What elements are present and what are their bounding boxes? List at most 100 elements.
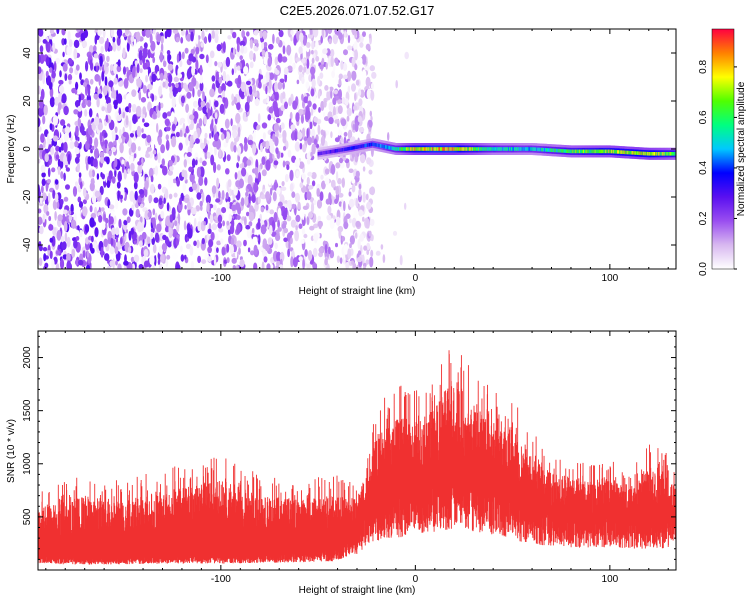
noise-speckle xyxy=(180,37,184,44)
noise-speckle xyxy=(185,243,192,250)
signal-core xyxy=(452,147,455,151)
noise-speckle xyxy=(80,181,83,190)
signal-core xyxy=(562,149,565,153)
signal-core xyxy=(629,150,632,155)
noise-speckle xyxy=(44,262,49,269)
noise-speckle xyxy=(58,85,65,94)
noise-speckle xyxy=(94,35,98,45)
signal-core xyxy=(443,147,446,151)
noise-speckle xyxy=(287,149,292,158)
noise-speckle xyxy=(160,42,164,52)
noise-speckle xyxy=(151,237,155,245)
signal-core xyxy=(507,147,509,151)
noise-speckle xyxy=(370,249,374,257)
noise-speckle xyxy=(55,145,60,152)
signal-core xyxy=(441,147,443,151)
noise-speckle xyxy=(215,138,221,150)
noise-speckle xyxy=(298,108,304,116)
noise-speckle xyxy=(153,197,159,204)
noise-speckle xyxy=(151,73,157,82)
noise-speckle xyxy=(249,61,254,69)
noise-speckle xyxy=(267,57,272,67)
noise-speckle xyxy=(74,259,80,266)
noise-speckle xyxy=(355,170,360,178)
noise-speckle xyxy=(160,35,164,44)
noise-speckle xyxy=(130,227,134,235)
signal-core xyxy=(341,148,344,152)
noise-speckle xyxy=(100,246,104,258)
noise-speckle xyxy=(233,184,238,196)
noise-speckle xyxy=(218,76,223,84)
noise-speckle xyxy=(187,227,193,239)
noise-speckle xyxy=(158,263,163,269)
noise-speckle xyxy=(188,82,194,92)
signal-core xyxy=(386,145,389,149)
spectrogram-y-axis-label: Frequency (Hz) xyxy=(6,115,17,184)
noise-speckle xyxy=(172,29,179,34)
noise-speckle xyxy=(106,55,110,63)
noise-speckle xyxy=(173,76,180,83)
noise-speckle xyxy=(130,162,135,172)
signal-core xyxy=(604,149,606,154)
noise-speckle xyxy=(306,216,310,226)
noise-speckle xyxy=(366,157,372,165)
noise-speckle xyxy=(177,73,183,79)
noise-speckle xyxy=(239,259,245,268)
noise-speckle xyxy=(290,256,294,268)
noise-speckle xyxy=(39,53,45,64)
noise-speckle xyxy=(261,49,266,57)
signal-core xyxy=(336,149,338,153)
signal-core xyxy=(585,149,587,154)
signal-core xyxy=(524,147,527,151)
signal-core xyxy=(397,147,399,151)
noise-speckle xyxy=(306,42,311,48)
colorbar-tick-label: 0.6 xyxy=(698,110,709,124)
noise-speckle xyxy=(271,231,277,237)
signal-core xyxy=(423,147,426,151)
noise-speckle xyxy=(310,108,314,116)
noise-speckle xyxy=(352,262,357,269)
noise-speckle xyxy=(52,42,56,53)
noise-speckle xyxy=(180,254,185,262)
noise-speckle xyxy=(74,156,80,164)
noise-speckle xyxy=(98,36,105,45)
noise-speckle xyxy=(152,208,156,216)
noise-speckle xyxy=(38,158,41,164)
signal-core xyxy=(364,143,366,148)
noise-speckle xyxy=(103,61,107,72)
noise-speckle xyxy=(64,232,68,242)
noise-speckle xyxy=(270,112,274,119)
noise-speckle xyxy=(203,115,207,125)
noise-speckle xyxy=(89,242,93,252)
signal-core xyxy=(603,149,605,154)
noise-speckle xyxy=(212,140,218,148)
noise-speckle xyxy=(244,195,249,207)
noise-speckle xyxy=(366,249,370,255)
noise-speckle xyxy=(200,41,204,48)
noise-speckle xyxy=(279,78,285,84)
noise-speckle xyxy=(152,217,156,227)
noise-speckle xyxy=(274,69,280,75)
noise-speckle xyxy=(330,179,336,188)
noise-speckle xyxy=(351,217,357,228)
signal-core xyxy=(615,150,617,154)
noise-speckle xyxy=(335,216,341,226)
noise-speckle xyxy=(225,136,229,144)
noise-speckle xyxy=(89,217,95,228)
noise-speckle xyxy=(317,75,321,86)
signal-core xyxy=(429,147,431,151)
signal-core xyxy=(536,147,538,152)
noise-speckle xyxy=(174,220,178,227)
noise-speckle xyxy=(104,139,108,146)
signal-core xyxy=(549,148,552,152)
noise-speckle xyxy=(313,116,318,123)
noise-speckle xyxy=(107,237,112,245)
noise-speckle xyxy=(215,198,221,203)
noise-speckle xyxy=(244,101,250,113)
noise-speckle xyxy=(114,157,118,168)
noise-speckle xyxy=(56,201,60,209)
signal-core xyxy=(443,147,445,151)
signal-core xyxy=(654,152,656,156)
noise-speckle xyxy=(253,84,256,94)
noise-speckle xyxy=(261,261,265,269)
